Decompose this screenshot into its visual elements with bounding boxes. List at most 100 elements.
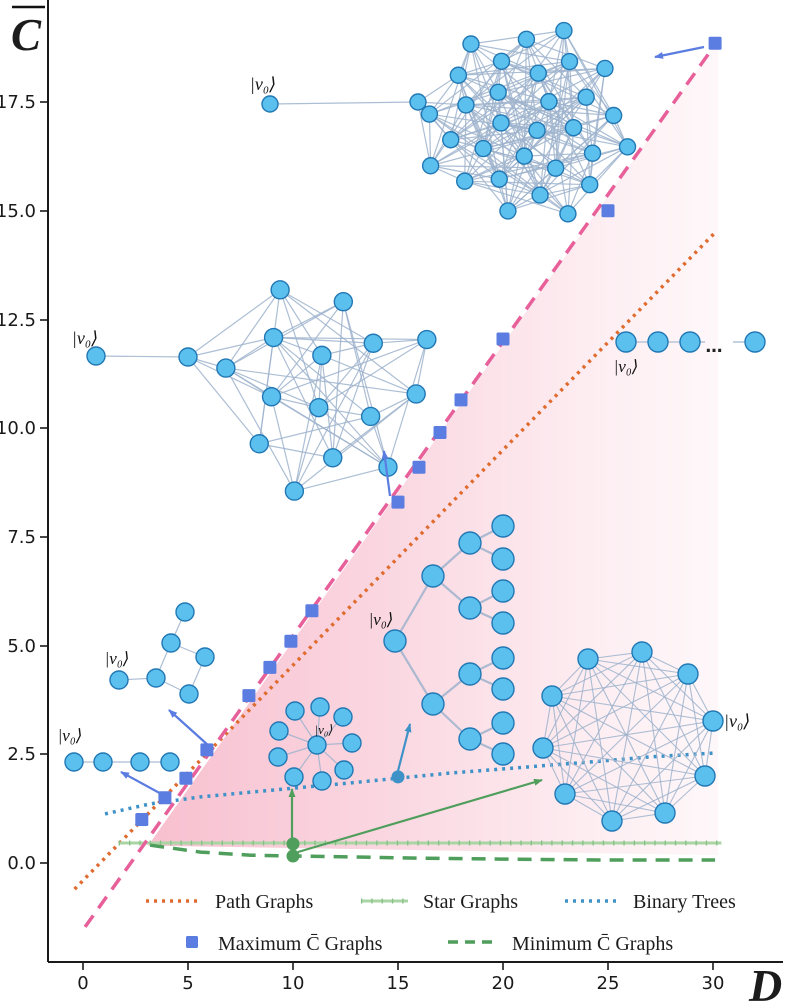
graph-edge [564, 793, 666, 814]
graph-node [462, 35, 480, 53]
graph-edge [417, 101, 432, 166]
arrow-to-small-max-graph [168, 709, 210, 747]
graph-node [216, 358, 236, 378]
highlight-point [391, 770, 405, 784]
graph-edge [273, 337, 334, 459]
graph-edge [273, 337, 389, 468]
graph-edge [564, 658, 589, 795]
graph-edge [537, 72, 594, 154]
graph-edge [564, 775, 706, 795]
graph-node [577, 88, 595, 106]
v0-state-label: |v₀⟩ [369, 610, 394, 629]
y-tick-label: 0.0 [7, 853, 36, 874]
graph-edge [269, 101, 419, 105]
star-graph: |v₀⟩ [268, 697, 362, 791]
graph-edge [498, 61, 571, 180]
graph-edge [499, 146, 628, 180]
data-point-square [496, 332, 510, 346]
graph-node [528, 121, 546, 140]
graph-node [342, 733, 362, 753]
data-point-square [412, 460, 426, 474]
legend-label-star-graphs: Star Graphs [423, 891, 518, 913]
graph-edge [498, 73, 539, 180]
graph-node [546, 159, 565, 177]
graph-edge [500, 61, 541, 196]
graph-edge [225, 289, 281, 369]
graph-node [529, 64, 547, 82]
graph-node [647, 331, 669, 353]
graph-edge [465, 96, 587, 106]
graph-edge [279, 289, 323, 356]
graph-node [458, 596, 482, 620]
graph-node [583, 144, 602, 162]
graph-edge [536, 96, 587, 131]
graph-node [334, 760, 354, 780]
graph-edge [542, 747, 613, 822]
graph-node [702, 710, 724, 732]
x-tick-label: 5 [182, 973, 193, 994]
graph-node [531, 186, 549, 204]
long-path-graph: … |v₀⟩ [614, 331, 766, 376]
graph-edge [187, 336, 274, 358]
y-tick-label: 2.5 [7, 744, 36, 765]
graph-node [309, 397, 329, 418]
graph-edge [293, 342, 374, 492]
graph-edge [567, 152, 594, 215]
graph-node [615, 331, 637, 353]
graph-node [581, 175, 599, 194]
complete-graph: |v₀⟩ [532, 641, 750, 832]
graph-node [421, 157, 440, 175]
graph-edge [429, 113, 484, 150]
graph-edge [450, 139, 556, 169]
legend-label-maximum-graphs: Maximum C̄ Graphs [218, 933, 383, 955]
graph-edge [321, 354, 417, 395]
graph-edge [187, 289, 281, 358]
graph-node [175, 602, 195, 622]
graph-edge [430, 127, 574, 167]
graph-node [263, 327, 284, 348]
graph-edge [551, 695, 714, 722]
graph-edge [497, 92, 541, 196]
v0-state-label: |v₀⟩ [315, 722, 334, 737]
graph-edge [95, 355, 189, 358]
y-axis-label: C [11, 5, 45, 60]
graph-node [179, 684, 199, 704]
v0-state-label: |v₀⟩ [250, 74, 276, 94]
graph-edge [551, 673, 689, 697]
graph-node [307, 735, 327, 755]
x-tick-label: 0 [77, 973, 88, 994]
graph-node [654, 802, 676, 824]
graph-edge [271, 354, 323, 398]
graph-node [677, 663, 699, 685]
graph-node [532, 737, 554, 759]
graph-edge [551, 695, 666, 814]
annotation-arrows-layer [120, 45, 705, 854]
graph-edge [611, 720, 714, 822]
graph-edge [394, 575, 434, 642]
graph-edge [394, 640, 434, 705]
v0-state-label: |v₀⟩ [58, 726, 83, 745]
v0-state-label: |v₀⟩ [72, 328, 98, 348]
v0-state-label: |v₀⟩ [724, 711, 750, 731]
graph-edge [551, 695, 706, 777]
graph-node [312, 771, 332, 791]
graph-edge [430, 165, 500, 180]
legend-swatches [146, 898, 618, 948]
graph-edge [429, 38, 527, 115]
graph-edge [542, 747, 706, 777]
graph-edge [539, 115, 615, 196]
graph-node [383, 629, 407, 653]
graph-edge [573, 127, 628, 148]
graph-node [458, 727, 482, 751]
shaded-region-layer [148, 40, 719, 856]
graph-node [457, 96, 475, 114]
graph-node [270, 280, 290, 300]
arrow-to-complete-graph [297, 778, 543, 854]
arrow-to-short-path [120, 771, 166, 797]
graph-edge [507, 146, 628, 212]
graph-node [285, 701, 305, 721]
graph-edge [225, 367, 389, 468]
graph-edge [464, 61, 503, 182]
graph-edge [450, 139, 500, 180]
graph-node [491, 611, 515, 635]
